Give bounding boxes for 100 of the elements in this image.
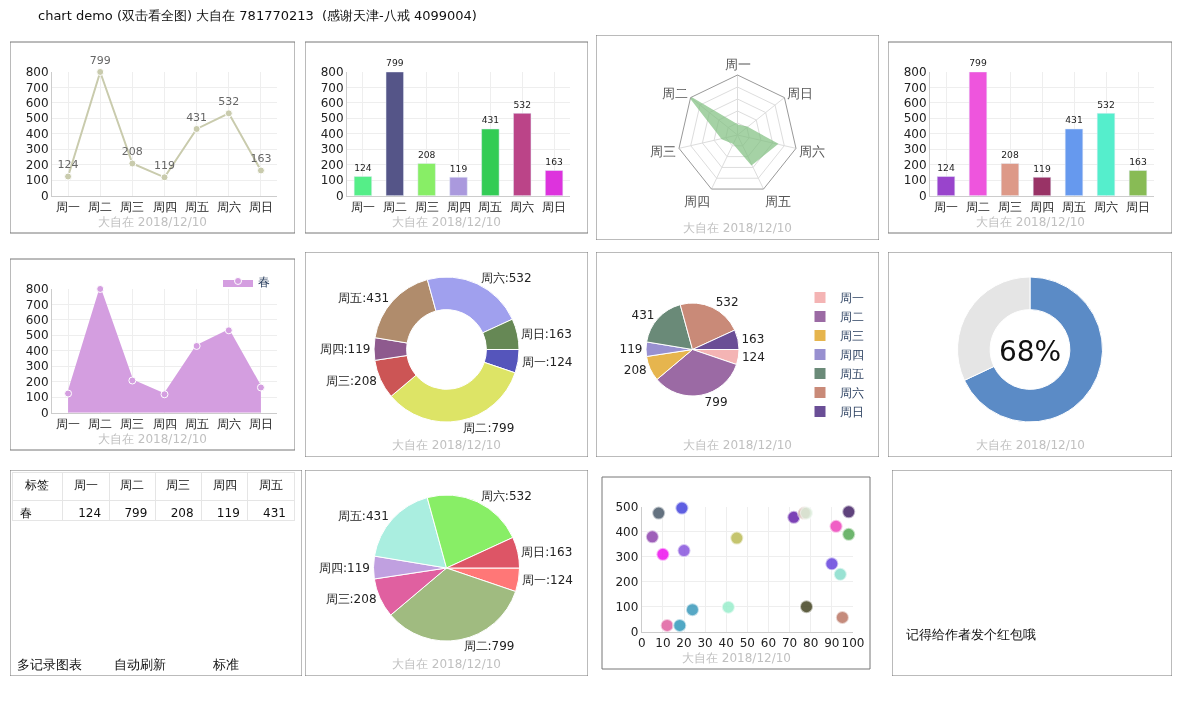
x-tick-label: 周四	[152, 200, 177, 215]
data-label: 163	[741, 332, 765, 347]
x-tick-label: 周日	[248, 417, 273, 432]
y-tick-label: 300	[903, 142, 927, 157]
data-label: 431	[1065, 114, 1083, 126]
spoke-label: 周日	[786, 85, 813, 101]
y-tick-label: 0	[335, 188, 344, 203]
spoke-label: 周二	[662, 85, 689, 101]
text: 大自在 2018/12/10	[98, 215, 207, 229]
x-tick-label: 周二	[88, 200, 113, 215]
x-tick-label: 40	[718, 636, 734, 651]
y-tick-label: 200	[903, 157, 927, 172]
category-label: 周一	[73, 478, 98, 492]
y-tick-label: 400	[25, 343, 49, 358]
data-label: 周一:124	[522, 573, 573, 588]
y-tick-label: 700	[320, 80, 344, 95]
y-tick-label: 0	[40, 405, 49, 420]
y-tick-label: 400	[903, 126, 927, 141]
x-tick-label: 周五	[478, 200, 503, 215]
x-tick-label: 周一	[934, 200, 958, 215]
x-tick-label: 周一	[56, 417, 81, 432]
data-label: 周六:532	[480, 489, 532, 504]
data-label: 周四:119	[319, 560, 370, 575]
text: 大自在 2018/12/10	[392, 215, 501, 229]
data-label: 208	[623, 362, 647, 377]
x-tick-label: 90	[824, 636, 840, 651]
y-tick-label: 500	[320, 111, 344, 126]
x-tick-label: 周六	[216, 200, 241, 215]
legend-label: 周一	[840, 291, 864, 306]
data-label: 208	[417, 149, 436, 161]
data-label: 周日:163	[520, 326, 572, 341]
y-tick-label: 800	[320, 65, 344, 80]
x-tick-label: 50	[739, 636, 755, 651]
data-label: 124	[57, 158, 79, 172]
y-tick-label: 400	[615, 525, 639, 540]
y-tick-label: 200	[25, 374, 49, 389]
text: 大自在 2018/12/10	[976, 215, 1085, 229]
data-label: 431	[481, 114, 500, 126]
x-tick-label: 周五	[1062, 200, 1086, 215]
y-tick-label: 600	[25, 312, 49, 327]
text: 记得给作者发个红包哦	[906, 627, 1036, 642]
text: 大自在 2018/12/10	[682, 651, 791, 665]
data-label: 532	[1097, 98, 1115, 110]
x-tick-label: 周六	[216, 417, 241, 432]
x-tick-label: 周三	[998, 200, 1022, 215]
y-tick-label: 600	[903, 95, 927, 110]
data-label: 431	[263, 506, 286, 520]
y-tick-label: 300	[615, 549, 639, 564]
x-tick-label: 周日	[1126, 200, 1150, 215]
y-tick-label: 700	[25, 80, 49, 95]
category-label: 周二	[120, 478, 145, 492]
data-label: 周一:124	[521, 354, 573, 369]
legend-label: 周五	[840, 367, 864, 382]
data-label: 799	[124, 506, 148, 520]
y-tick-label: 700	[25, 297, 49, 312]
text: chart demo (双击看全图) 大自在 781770213 (感谢天津-八戒 4099004)	[38, 8, 477, 23]
x-tick-label: 20	[676, 636, 692, 651]
y-tick-label: 400	[25, 126, 49, 141]
y-tick-label: 800	[25, 282, 49, 297]
x-tick-label: 周六	[1094, 200, 1118, 215]
text: 大自在 2018/12/10	[98, 432, 207, 446]
x-tick-label: 周五	[184, 417, 209, 432]
x-tick-label: 100	[841, 636, 865, 651]
x-tick-label: 30	[697, 636, 713, 651]
data-label: 163	[1129, 155, 1147, 167]
data-label: 799	[969, 57, 987, 69]
text: 标准	[212, 657, 239, 672]
spoke-label: 周一	[724, 57, 751, 73]
data-label: 周二:799	[463, 639, 515, 654]
x-tick-label: 10	[655, 636, 671, 651]
y-tick-label: 100	[25, 390, 49, 405]
x-tick-label: 周日	[248, 200, 273, 215]
text: 大自在 2018/12/10	[392, 657, 501, 671]
data-label: 163	[545, 155, 563, 167]
legend-label: 周四	[840, 348, 864, 363]
x-tick-label: 周六	[510, 200, 535, 215]
category-label: 周五	[258, 478, 283, 492]
text: 多记录图表	[17, 657, 82, 672]
y-tick-label: 400	[320, 126, 344, 141]
y-tick-label: 500	[615, 500, 639, 515]
y-tick-label: 0	[630, 624, 639, 639]
y-tick-label: 500	[903, 111, 927, 126]
data-label: 周五:431	[338, 290, 390, 305]
data-label: 799	[704, 394, 728, 409]
y-tick-label: 100	[25, 173, 49, 188]
data-label: 532	[715, 294, 739, 309]
legend-label: 周日	[840, 405, 864, 420]
data-label: 119	[154, 159, 175, 173]
text: 标签	[24, 478, 50, 492]
x-tick-label: 周三	[120, 417, 145, 432]
y-tick-label: 100	[320, 173, 344, 188]
data-label: 周三:208	[325, 592, 377, 607]
y-tick-label: 100	[615, 599, 639, 614]
x-tick-label: 周四	[446, 200, 471, 215]
x-tick-label: 周二	[382, 200, 407, 215]
legend-label: 春	[20, 506, 32, 520]
data-label: 119	[216, 506, 240, 520]
data-label: 周二:799	[463, 420, 515, 435]
legend-label: 周二	[840, 310, 864, 325]
data-label: 周日:163	[521, 545, 573, 560]
